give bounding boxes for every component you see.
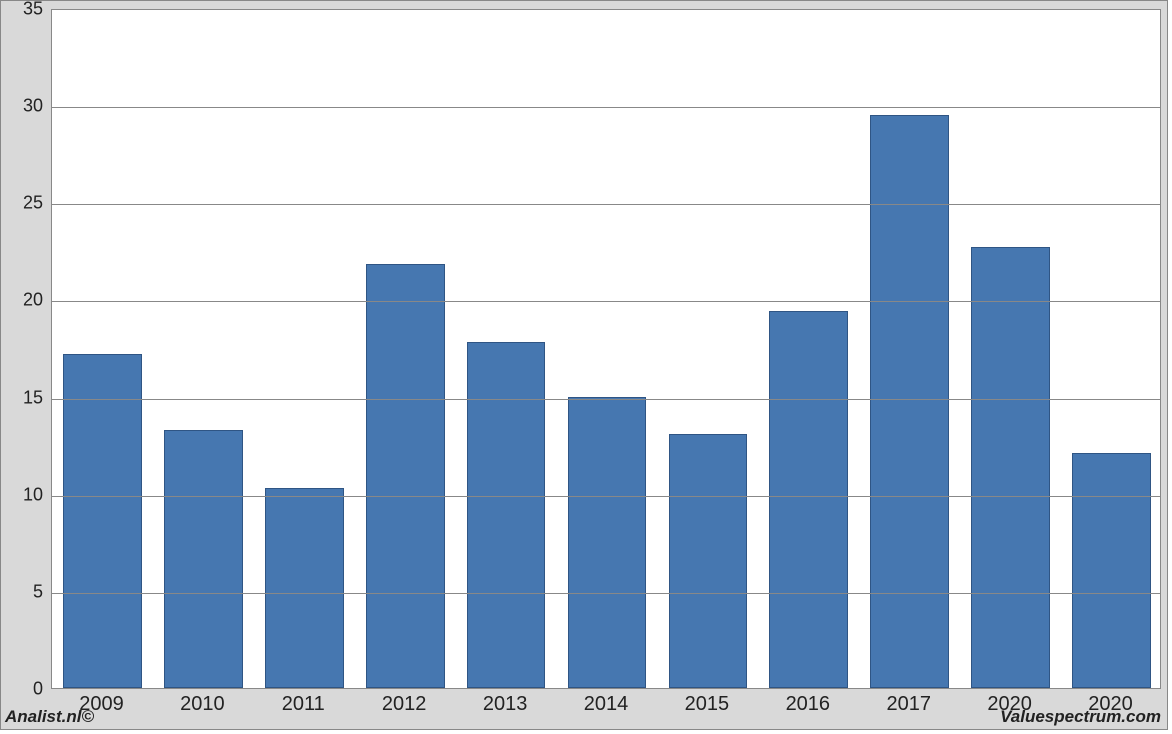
y-tick-label: 10 [3, 484, 43, 505]
bar [568, 397, 647, 688]
bars-layer [52, 10, 1160, 688]
gridline [52, 496, 1160, 497]
y-tick-label: 35 [3, 0, 43, 20]
x-tick-label: 2013 [483, 693, 528, 716]
bar [467, 342, 546, 688]
y-tick-label: 25 [3, 193, 43, 214]
y-tick-label: 20 [3, 290, 43, 311]
gridline [52, 301, 1160, 302]
x-tick-label: 2012 [382, 693, 427, 716]
x-tick-label: 2011 [282, 693, 325, 716]
x-tick-label: 2010 [180, 693, 225, 716]
bar [366, 264, 445, 688]
chart-container: 05101520253035 2009201020112012201320142… [0, 0, 1172, 734]
x-tick-label: 2017 [886, 693, 931, 716]
footer-right-text: Valuespectrum.com [1000, 707, 1161, 727]
y-tick-label: 15 [3, 387, 43, 408]
gridline [52, 399, 1160, 400]
bar [870, 115, 949, 688]
plot-area [51, 9, 1161, 689]
chart-frame: 05101520253035 2009201020112012201320142… [0, 0, 1168, 730]
footer-left-text: Analist.nl© [5, 707, 94, 727]
x-tick-label: 2014 [584, 693, 629, 716]
bar [769, 311, 848, 688]
y-tick-label: 0 [3, 679, 43, 700]
y-tick-label: 30 [3, 96, 43, 117]
bar [1072, 453, 1151, 688]
bar [63, 354, 142, 688]
bar [669, 434, 748, 689]
bar [164, 430, 243, 688]
bar [971, 247, 1050, 688]
bar [265, 488, 344, 688]
y-tick-label: 5 [3, 581, 43, 602]
x-tick-label: 2015 [685, 693, 730, 716]
gridline [52, 107, 1160, 108]
gridline [52, 593, 1160, 594]
x-tick-label: 2016 [786, 693, 831, 716]
gridline [52, 204, 1160, 205]
